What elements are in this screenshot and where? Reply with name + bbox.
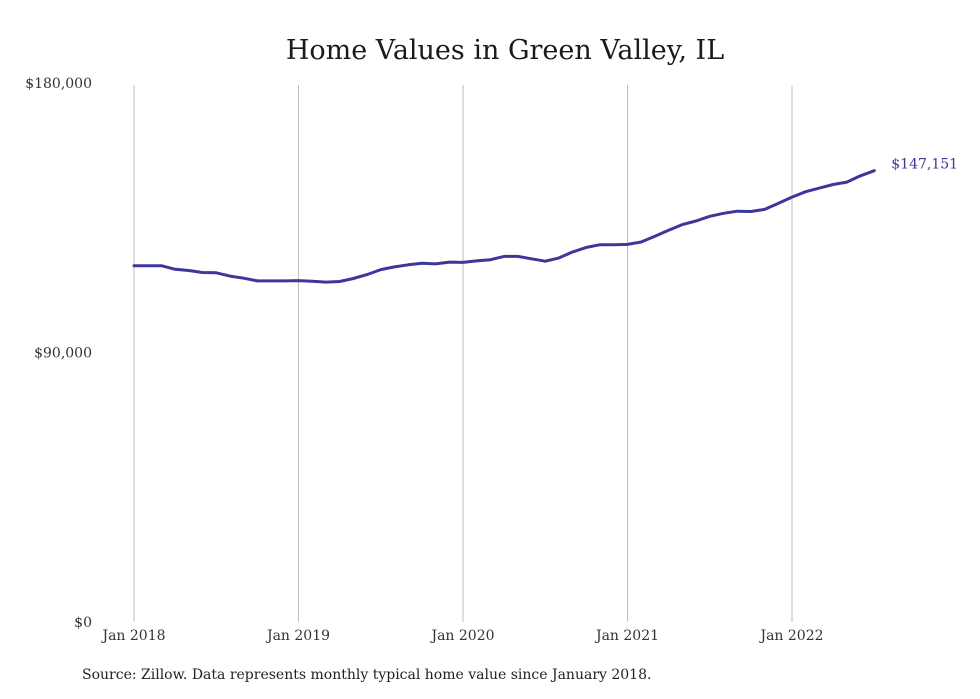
- home-value-series-line: [132, 169, 876, 284]
- end-value-label: $147,151: [891, 157, 958, 173]
- x-axis-ticks: Jan 2018 Jan 2019 Jan 2020 Jan 2021 Jan 2022: [100, 628, 823, 644]
- y-tick-label: $180,000: [25, 76, 92, 92]
- gridlines: [133, 85, 793, 622]
- chart-title: Home Values in Green Valley, IL: [286, 35, 724, 66]
- x-tick-label: Jan 2018: [100, 628, 165, 644]
- y-axis-ticks: $0 $90,000 $180,000: [25, 76, 92, 631]
- source-note: Source: Zillow. Data represents monthly …: [82, 667, 652, 683]
- series-layer: [132, 169, 876, 284]
- y-tick-label: $90,000: [34, 346, 92, 362]
- x-tick-label: Jan 2019: [265, 628, 330, 644]
- x-tick-label: Jan 2020: [429, 628, 494, 644]
- x-tick-label: Jan 2022: [758, 628, 823, 644]
- x-tick-label: Jan 2021: [594, 628, 659, 644]
- y-tick-label: $0: [74, 615, 92, 631]
